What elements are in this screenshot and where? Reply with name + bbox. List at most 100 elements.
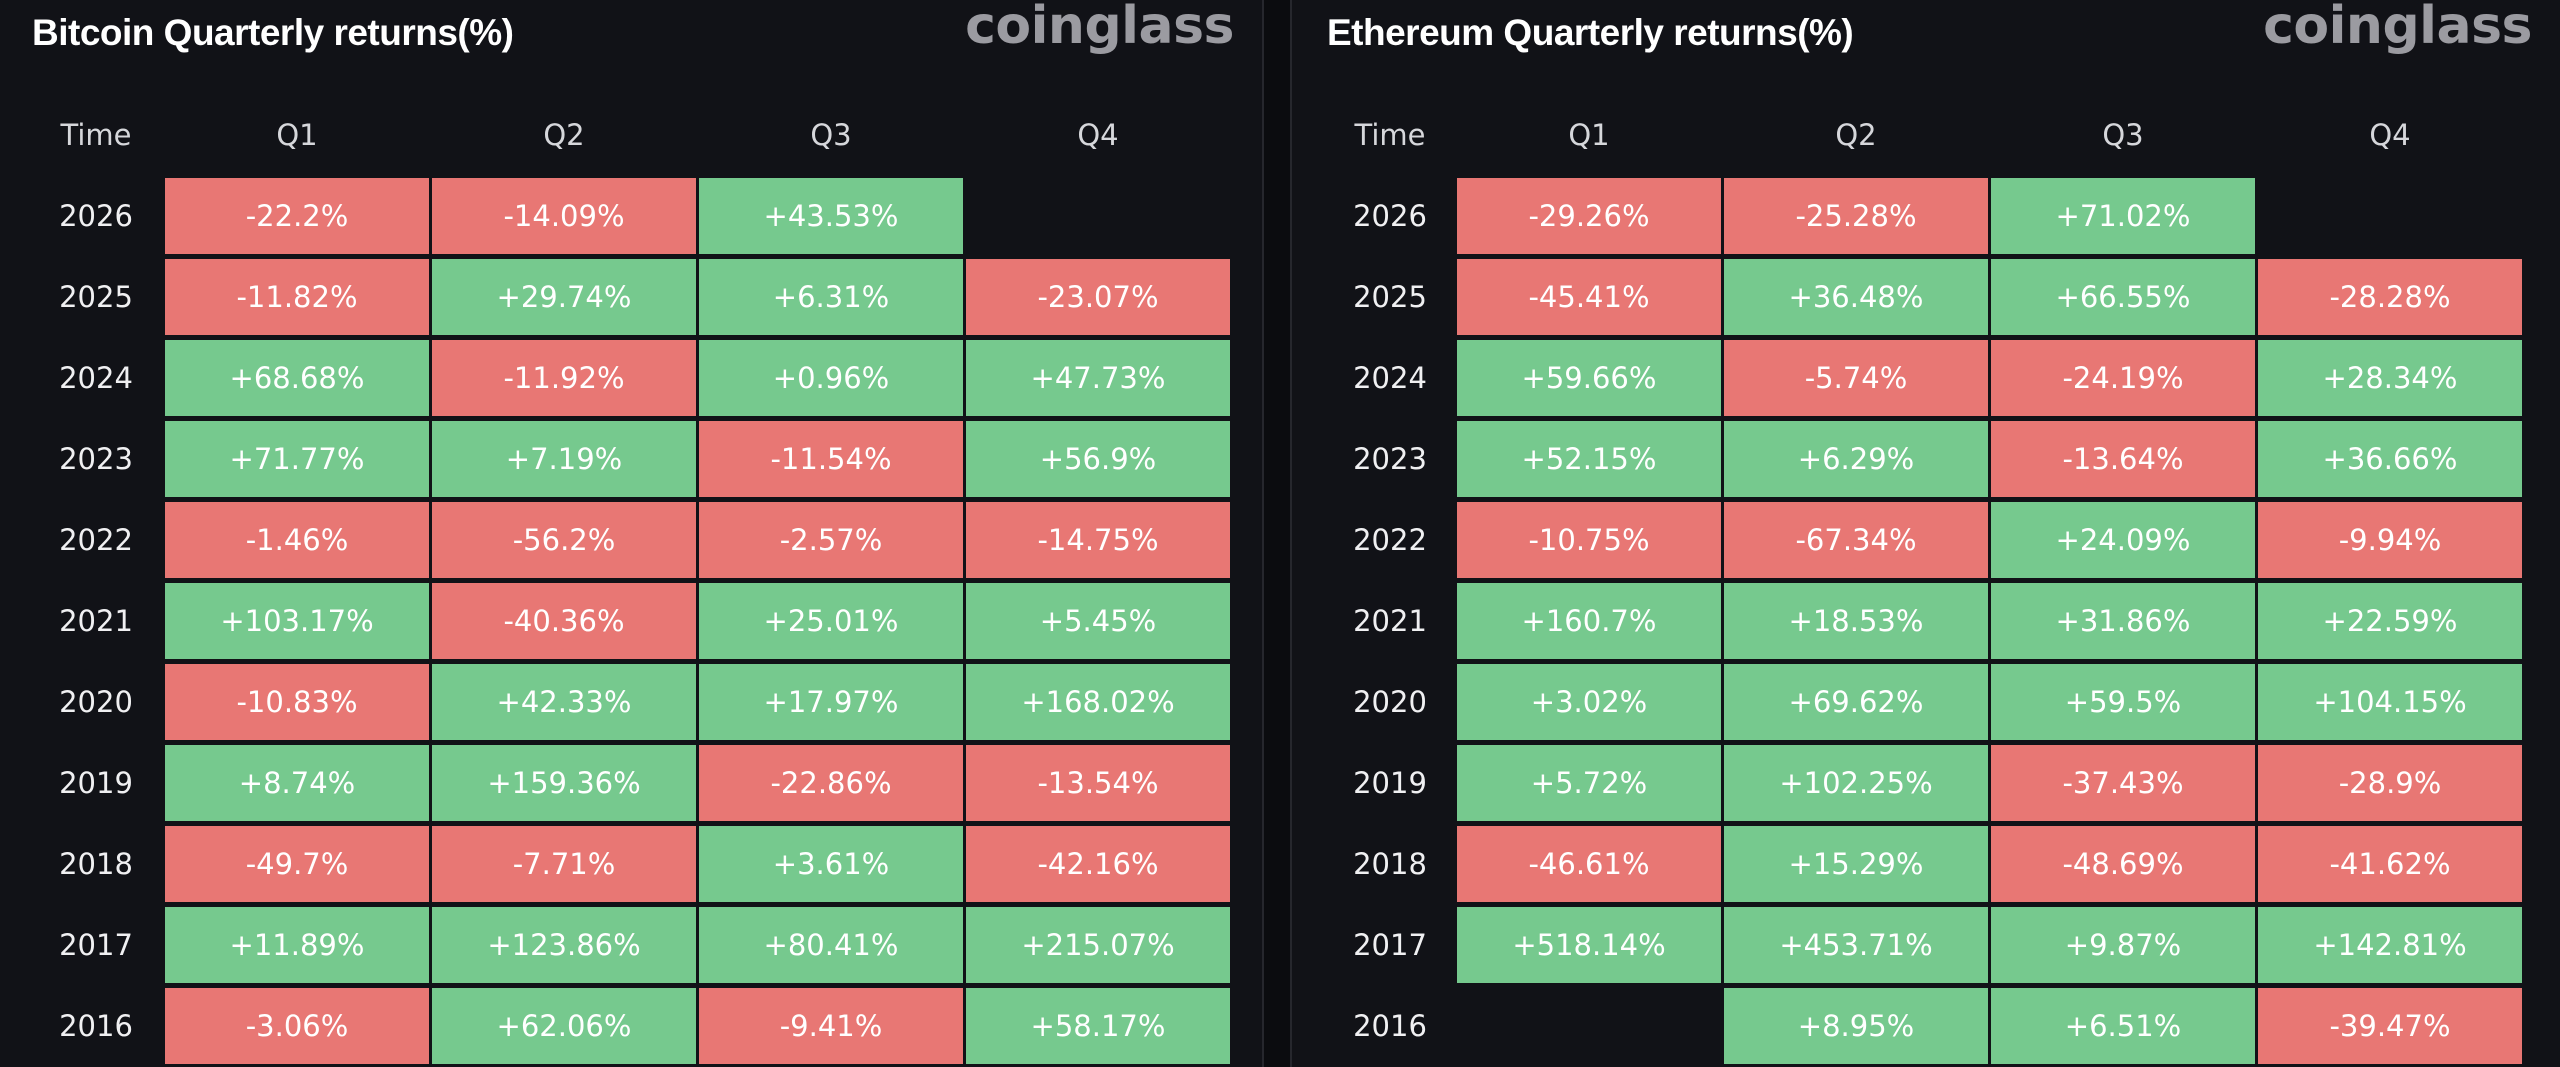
return-cell: +215.07% <box>966 907 1230 983</box>
return-cell: +42.33% <box>432 664 696 740</box>
return-cell: +159.36% <box>432 745 696 821</box>
return-cell: +58.17% <box>966 988 1230 1064</box>
year-label: 2020 <box>59 685 133 719</box>
year-label: 2020 <box>1353 685 1427 719</box>
year-label: 2019 <box>59 766 133 800</box>
coinglass-logo: coinglass <box>2263 0 2532 56</box>
quarter-column-header: Q4 <box>1077 118 1119 152</box>
return-cell: -10.83% <box>165 664 429 740</box>
return-cell: +66.55% <box>1991 259 2255 335</box>
quarter-column-header: Q4 <box>2369 118 2411 152</box>
return-cell: -48.69% <box>1991 826 2255 902</box>
return-cell: -37.43% <box>1991 745 2255 821</box>
quarter-column-header: Q1 <box>1568 118 1610 152</box>
return-cell: -14.09% <box>432 178 696 254</box>
return-cell: +71.02% <box>1991 178 2255 254</box>
quarter-column-header: Q2 <box>543 118 585 152</box>
return-cell: -42.16% <box>966 826 1230 902</box>
year-label: 2016 <box>1353 1009 1427 1043</box>
return-cell: -40.36% <box>432 583 696 659</box>
return-cell: +160.7% <box>1457 583 1721 659</box>
return-cell: +103.17% <box>165 583 429 659</box>
return-cell: +69.62% <box>1724 664 1988 740</box>
return-cell: +36.48% <box>1724 259 1988 335</box>
quarter-column-header: Q2 <box>1835 118 1877 152</box>
year-label: 2017 <box>59 928 133 962</box>
panel-divider <box>1262 0 1292 1067</box>
year-label: 2022 <box>59 523 133 557</box>
return-cell: +24.09% <box>1991 502 2255 578</box>
return-cell: +25.01% <box>699 583 963 659</box>
return-cell: +56.9% <box>966 421 1230 497</box>
return-cell: -14.75% <box>966 502 1230 578</box>
return-cell: +43.53% <box>699 178 963 254</box>
year-label: 2022 <box>1353 523 1427 557</box>
return-cell: +3.61% <box>699 826 963 902</box>
ethereum-returns-panel: Ethereum Quarterly returns(%) coinglass … <box>1292 0 2560 1067</box>
year-label: 2019 <box>1353 766 1427 800</box>
quarter-column-header: Q3 <box>2102 118 2144 152</box>
return-cell: +7.19% <box>432 421 696 497</box>
return-cell: -39.47% <box>2258 988 2522 1064</box>
quarter-column-header: Q1 <box>276 118 318 152</box>
year-label: 2025 <box>1353 280 1427 314</box>
quarter-column-header: Q3 <box>810 118 852 152</box>
year-label: 2016 <box>59 1009 133 1043</box>
year-label: 2023 <box>1353 442 1427 476</box>
return-cell: -22.2% <box>165 178 429 254</box>
return-cell: -2.57% <box>699 502 963 578</box>
return-cell: +9.87% <box>1991 907 2255 983</box>
return-cell: -28.9% <box>2258 745 2522 821</box>
return-cell: +52.15% <box>1457 421 1721 497</box>
return-cell: +47.73% <box>966 340 1230 416</box>
return-cell: -67.34% <box>1724 502 1988 578</box>
year-label: 2021 <box>59 604 133 638</box>
year-label: 2025 <box>59 280 133 314</box>
return-cell: -45.41% <box>1457 259 1721 335</box>
return-cell: +18.53% <box>1724 583 1988 659</box>
return-cell: -28.28% <box>2258 259 2522 335</box>
return-cell: +8.95% <box>1724 988 1988 1064</box>
return-cell: -22.86% <box>699 745 963 821</box>
return-cell: +453.71% <box>1724 907 1988 983</box>
year-label: 2018 <box>1353 847 1427 881</box>
return-cell: +59.66% <box>1457 340 1721 416</box>
year-label: 2018 <box>59 847 133 881</box>
return-cell: -11.54% <box>699 421 963 497</box>
return-cell: -7.71% <box>432 826 696 902</box>
return-cell: -13.64% <box>1991 421 2255 497</box>
return-cell: +102.25% <box>1724 745 1988 821</box>
time-column-header: Time <box>1354 118 1426 152</box>
return-cell: -11.82% <box>165 259 429 335</box>
return-cell: +15.29% <box>1724 826 1988 902</box>
return-cell: +0.96% <box>699 340 963 416</box>
return-cell: -41.62% <box>2258 826 2522 902</box>
year-label: 2026 <box>59 199 133 233</box>
return-cell: +17.97% <box>699 664 963 740</box>
return-cell: +5.45% <box>966 583 1230 659</box>
return-cell: -11.92% <box>432 340 696 416</box>
return-cell: -3.06% <box>165 988 429 1064</box>
year-label: 2026 <box>1353 199 1427 233</box>
coinglass-logo: coinglass <box>965 0 1234 56</box>
year-label: 2023 <box>59 442 133 476</box>
year-label: 2017 <box>1353 928 1427 962</box>
bitcoin-table-title: Bitcoin Quarterly returns(%) <box>32 12 514 53</box>
return-cell: +6.31% <box>699 259 963 335</box>
return-cell: +29.74% <box>432 259 696 335</box>
return-cell: +168.02% <box>966 664 1230 740</box>
return-cell: +62.06% <box>432 988 696 1064</box>
return-cell: +71.77% <box>165 421 429 497</box>
return-cell: +142.81% <box>2258 907 2522 983</box>
return-cell: +5.72% <box>1457 745 1721 821</box>
return-cell: +80.41% <box>699 907 963 983</box>
return-cell: +3.02% <box>1457 664 1721 740</box>
year-label: 2024 <box>59 361 133 395</box>
return-cell: +31.86% <box>1991 583 2255 659</box>
return-cell: -49.7% <box>165 826 429 902</box>
return-cell: -56.2% <box>432 502 696 578</box>
return-cell: -5.74% <box>1724 340 1988 416</box>
bitcoin-returns-panel: Bitcoin Quarterly returns(%) coinglass T… <box>0 0 1262 1067</box>
return-cell: +123.86% <box>432 907 696 983</box>
